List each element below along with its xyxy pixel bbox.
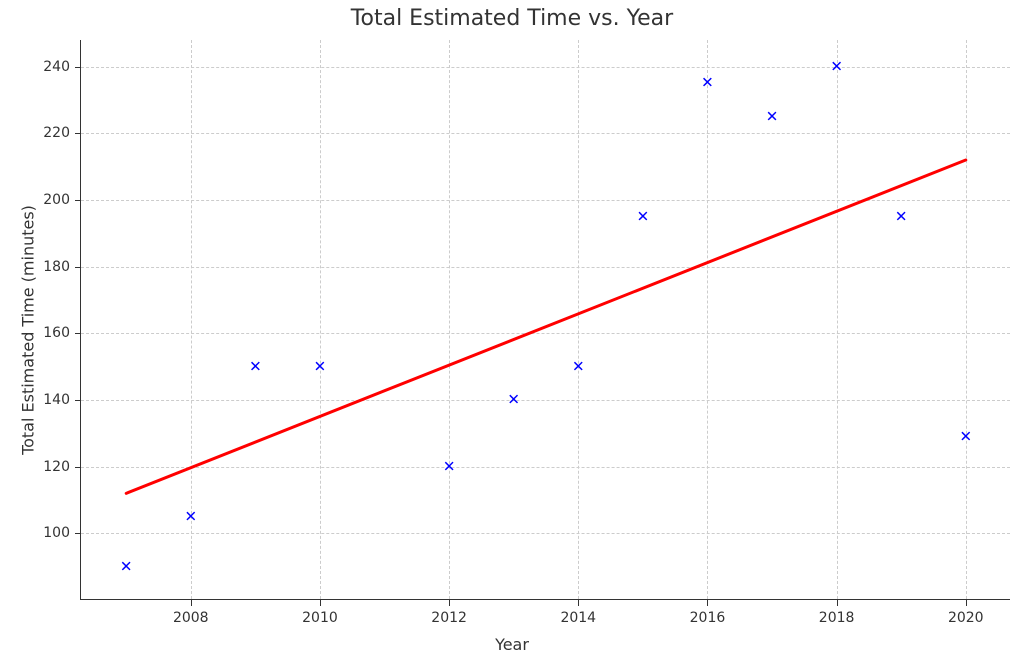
chart-title: Total Estimated Time vs. Year xyxy=(0,6,1024,31)
y-tick-label: 100 xyxy=(43,525,70,541)
grid-line-vertical xyxy=(578,40,579,599)
grid-line-horizontal xyxy=(81,67,1010,68)
scatter-point: ✕ xyxy=(120,559,133,574)
x-tick xyxy=(320,600,321,606)
grid-line-horizontal xyxy=(81,133,1010,134)
scatter-point: ✕ xyxy=(443,459,456,474)
plot-area: 2008201020122014201620182020100120140160… xyxy=(80,40,1010,600)
grid-line-vertical xyxy=(966,40,967,599)
scatter-point: ✕ xyxy=(314,359,327,374)
y-tick-label: 240 xyxy=(43,59,70,75)
chart-wrapper: Total Estimated Time vs. Year Total Esti… xyxy=(0,0,1024,660)
x-tick-label: 2018 xyxy=(819,610,855,626)
scatter-point: ✕ xyxy=(572,359,585,374)
trend-line xyxy=(81,40,1011,600)
x-tick-label: 2010 xyxy=(302,610,338,626)
y-tick xyxy=(75,400,81,401)
x-tick xyxy=(191,600,192,606)
x-tick xyxy=(966,600,967,606)
scatter-point: ✕ xyxy=(637,209,650,224)
grid-line-vertical xyxy=(837,40,838,599)
x-tick xyxy=(707,600,708,606)
grid-line-horizontal xyxy=(81,333,1010,334)
x-tick xyxy=(837,600,838,606)
scatter-point: ✕ xyxy=(184,509,197,524)
grid-line-horizontal xyxy=(81,400,1010,401)
scatter-point: ✕ xyxy=(830,59,843,74)
x-tick-label: 2016 xyxy=(690,610,726,626)
x-tick-label: 2020 xyxy=(948,610,984,626)
grid-line-vertical xyxy=(320,40,321,599)
y-tick-label: 160 xyxy=(43,325,70,341)
grid-line-vertical xyxy=(449,40,450,599)
x-tick-label: 2014 xyxy=(560,610,596,626)
x-tick xyxy=(578,600,579,606)
y-tick xyxy=(75,267,81,268)
scatter-point: ✕ xyxy=(701,76,714,91)
grid-line-vertical xyxy=(707,40,708,599)
y-tick xyxy=(75,467,81,468)
y-tick-label: 200 xyxy=(43,192,70,208)
y-tick-label: 120 xyxy=(43,459,70,475)
scatter-point: ✕ xyxy=(895,209,908,224)
scatter-point: ✕ xyxy=(507,393,520,408)
x-tick-label: 2012 xyxy=(431,610,467,626)
grid-line-horizontal xyxy=(81,267,1010,268)
x-axis-label: Year xyxy=(0,635,1024,654)
grid-line-horizontal xyxy=(81,200,1010,201)
y-tick-label: 140 xyxy=(43,392,70,408)
y-tick xyxy=(75,133,81,134)
x-tick-label: 2008 xyxy=(173,610,209,626)
y-tick xyxy=(75,67,81,68)
y-tick xyxy=(75,533,81,534)
y-axis-label: Total Estimated Time (minutes) xyxy=(18,205,37,455)
scatter-point: ✕ xyxy=(249,359,262,374)
y-tick-label: 220 xyxy=(43,125,70,141)
y-tick xyxy=(75,200,81,201)
grid-line-horizontal xyxy=(81,533,1010,534)
y-tick xyxy=(75,333,81,334)
grid-line-horizontal xyxy=(81,467,1010,468)
x-tick xyxy=(449,600,450,606)
y-tick-label: 180 xyxy=(43,259,70,275)
scatter-point: ✕ xyxy=(959,429,972,444)
scatter-point: ✕ xyxy=(766,109,779,124)
